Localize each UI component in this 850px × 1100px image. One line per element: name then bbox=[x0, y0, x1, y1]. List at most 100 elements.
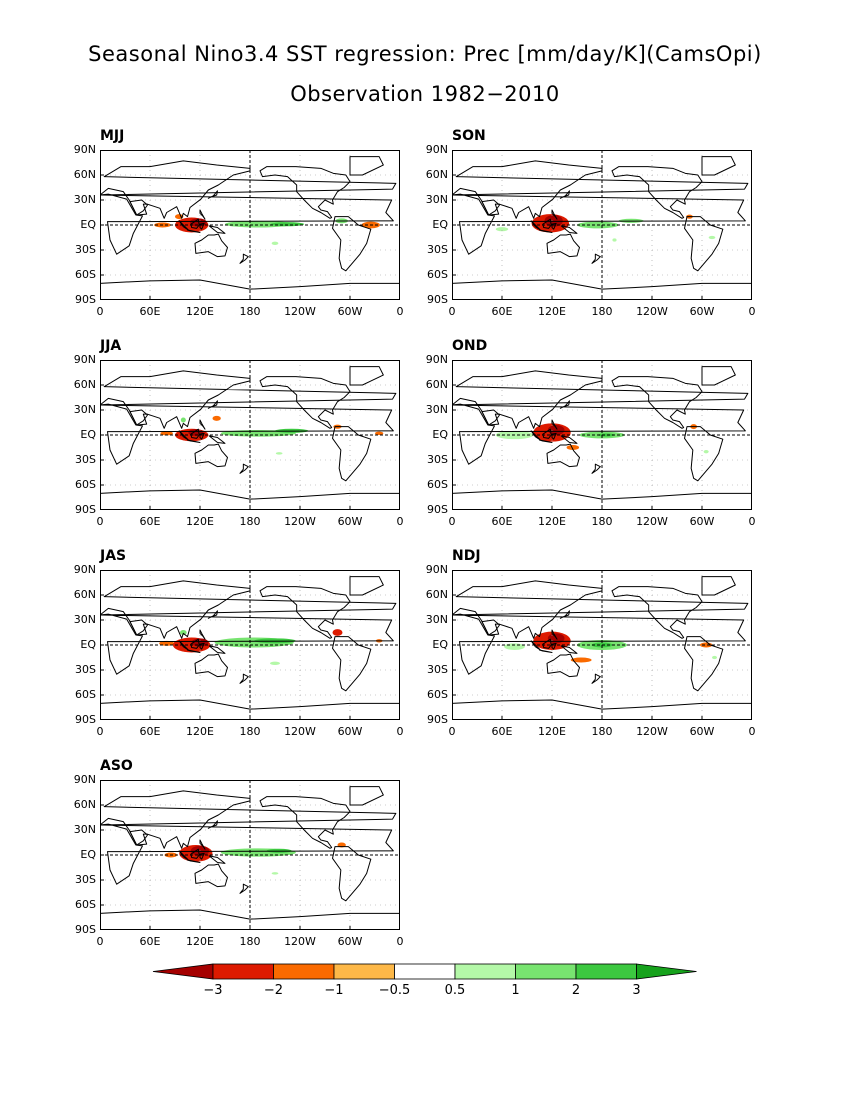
coastline bbox=[332, 216, 372, 272]
y-tick-label: 30S bbox=[75, 663, 96, 676]
coastline bbox=[190, 428, 200, 439]
colorbar-segment bbox=[454, 963, 516, 980]
coastline bbox=[332, 426, 372, 482]
y-tick-label: 60S bbox=[75, 478, 96, 491]
y-tick-label: 30N bbox=[73, 823, 96, 836]
y-tick-label: 90S bbox=[75, 293, 96, 306]
x-tick-label: 0 bbox=[96, 515, 104, 528]
x-tick-label: 0 bbox=[396, 515, 404, 528]
y-tick-label: 90S bbox=[75, 503, 96, 516]
anomaly-patch bbox=[375, 431, 384, 435]
coastline bbox=[129, 619, 148, 636]
coastline bbox=[332, 636, 372, 692]
coastline bbox=[178, 430, 189, 441]
colorbar-label: −2 bbox=[264, 983, 283, 998]
y-tick-label: 90S bbox=[75, 713, 96, 726]
coastline bbox=[190, 638, 200, 649]
x-tick-label: 120E bbox=[186, 305, 214, 318]
anomaly-patch bbox=[612, 238, 617, 242]
map-panel-aso bbox=[100, 780, 400, 930]
coastline bbox=[129, 829, 148, 846]
y-tick-label: 90S bbox=[75, 923, 96, 936]
anomaly-patch bbox=[703, 450, 709, 454]
anomaly-patch bbox=[566, 445, 580, 450]
coastline bbox=[190, 848, 200, 859]
y-tick-label: 30S bbox=[427, 663, 448, 676]
coastline bbox=[539, 229, 553, 233]
colorbar-segment bbox=[152, 963, 214, 980]
y-tick-label: 90N bbox=[73, 563, 96, 576]
coastline bbox=[560, 225, 578, 234]
x-tick-label: 0 bbox=[448, 515, 456, 528]
anomaly-patch bbox=[270, 661, 280, 665]
coastline bbox=[178, 850, 189, 861]
x-tick-label: 60E bbox=[139, 305, 161, 318]
colorbar-segment bbox=[636, 963, 697, 980]
coastline bbox=[332, 846, 372, 902]
x-tick-label: 60W bbox=[337, 305, 363, 318]
coastline bbox=[551, 419, 558, 430]
coastline bbox=[591, 463, 601, 474]
colorbar-label: −1 bbox=[324, 983, 343, 998]
panel-label-ond: OND bbox=[452, 338, 488, 354]
coastline bbox=[199, 642, 205, 650]
coastline bbox=[100, 160, 397, 219]
map-panel-jas bbox=[100, 570, 400, 720]
map-panel-mjj bbox=[100, 150, 400, 300]
anomaly-patch bbox=[547, 425, 565, 435]
y-tick-label: 30N bbox=[425, 613, 448, 626]
coastline bbox=[551, 209, 558, 220]
coastline bbox=[542, 428, 552, 439]
coastline bbox=[187, 229, 201, 233]
y-tick-label: 60N bbox=[425, 378, 448, 391]
coastline bbox=[591, 253, 601, 264]
y-tick-label: 60N bbox=[425, 168, 448, 181]
coastline bbox=[187, 649, 201, 653]
coastline bbox=[100, 909, 400, 930]
x-tick-label: 0 bbox=[96, 305, 104, 318]
coastline bbox=[546, 653, 580, 678]
y-tick-label: 60S bbox=[427, 688, 448, 701]
y-tick-label: EQ bbox=[432, 638, 448, 651]
panel-label-aso: ASO bbox=[100, 758, 133, 774]
x-tick-label: 180 bbox=[591, 515, 613, 528]
x-tick-label: 0 bbox=[448, 725, 456, 738]
map-panel-son bbox=[452, 150, 752, 300]
x-tick-label: 120W bbox=[636, 305, 668, 318]
y-tick-label: 90N bbox=[73, 773, 96, 786]
y-tick-label: 30N bbox=[73, 193, 96, 206]
coastline bbox=[481, 409, 500, 426]
coastline bbox=[178, 220, 189, 231]
x-tick-label: 120W bbox=[636, 515, 668, 528]
x-tick-label: 60E bbox=[139, 935, 161, 948]
y-tick-label: 30N bbox=[425, 403, 448, 416]
coastline bbox=[100, 489, 400, 510]
y-tick-label: 90N bbox=[425, 563, 448, 576]
coastline bbox=[194, 233, 228, 258]
coastline bbox=[199, 839, 206, 850]
coastline bbox=[349, 576, 384, 596]
coastline bbox=[349, 786, 384, 806]
x-tick-label: 0 bbox=[748, 515, 756, 528]
coastline bbox=[560, 645, 578, 654]
coastline bbox=[551, 432, 557, 440]
colorbar-segment bbox=[273, 963, 335, 980]
coastline bbox=[542, 638, 552, 649]
coastline bbox=[452, 489, 752, 510]
coastline bbox=[100, 279, 400, 300]
y-tick-label: EQ bbox=[432, 218, 448, 231]
coastline bbox=[481, 619, 500, 636]
coastline bbox=[546, 233, 580, 258]
y-tick-label: EQ bbox=[80, 428, 96, 441]
coastline bbox=[349, 156, 384, 176]
x-tick-label: 0 bbox=[396, 305, 404, 318]
y-tick-label: 30N bbox=[73, 613, 96, 626]
anomaly-patch bbox=[504, 643, 525, 650]
coastline bbox=[559, 190, 570, 199]
coastline bbox=[207, 400, 218, 409]
y-tick-label: EQ bbox=[80, 848, 96, 861]
x-tick-label: 180 bbox=[239, 725, 261, 738]
x-tick-label: 0 bbox=[396, 935, 404, 948]
coastline bbox=[208, 225, 226, 234]
y-tick-label: 60S bbox=[75, 268, 96, 281]
